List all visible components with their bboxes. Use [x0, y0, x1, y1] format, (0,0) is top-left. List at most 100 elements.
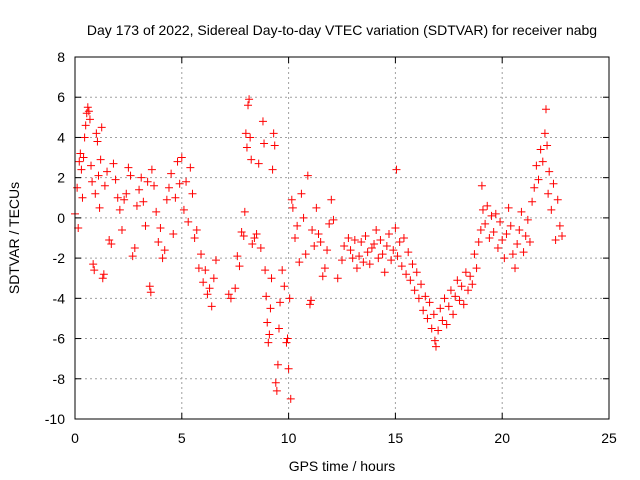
data-point — [82, 109, 91, 118]
x-tick-labels: 0 5 10 15 20 25 — [71, 430, 617, 446]
data-point — [80, 133, 89, 142]
y-tick-label: -8 — [53, 371, 66, 387]
data-point — [226, 294, 235, 303]
data-point — [519, 248, 528, 257]
data-point — [286, 394, 295, 403]
data-point — [541, 105, 550, 114]
data-point — [449, 310, 458, 319]
data-point — [461, 268, 470, 277]
data-point — [329, 215, 338, 224]
data-point — [540, 129, 549, 138]
data-point — [256, 244, 265, 253]
data-point — [169, 229, 178, 238]
data-point — [511, 264, 520, 273]
chart-title: Day 173 of 2022, Sidereal Day-to-day VTE… — [87, 22, 597, 38]
data-point — [244, 101, 253, 110]
x-tick-label: 0 — [71, 430, 79, 446]
data-point — [474, 238, 483, 247]
data-point — [240, 207, 249, 216]
y-tick-label: 8 — [57, 49, 65, 65]
x-tick-label: 15 — [388, 430, 404, 446]
data-point — [154, 238, 163, 247]
data-point — [485, 234, 494, 242]
data-point — [194, 264, 203, 273]
data-point — [188, 189, 197, 198]
y-tick-label: -6 — [53, 331, 66, 347]
data-point — [103, 167, 112, 176]
data-point — [76, 149, 85, 158]
data-point — [99, 270, 108, 279]
x-tick-label: 10 — [281, 430, 297, 446]
data-point — [457, 282, 466, 291]
data-point — [237, 227, 246, 236]
data-point — [113, 193, 122, 202]
data-point — [132, 201, 141, 210]
y-tick-label: 2 — [57, 170, 65, 186]
data-point — [247, 155, 256, 164]
data-point — [268, 165, 277, 174]
data-point — [120, 195, 129, 204]
data-point — [242, 143, 251, 152]
data-point — [124, 163, 133, 172]
data-point — [444, 302, 453, 311]
data-point — [434, 326, 443, 335]
data-point — [376, 236, 385, 245]
data-point — [265, 330, 274, 339]
data-point — [451, 292, 460, 301]
data-points — [71, 95, 567, 403]
data-point — [254, 159, 263, 168]
data-point — [423, 314, 432, 323]
data-point — [544, 189, 553, 198]
data-point — [239, 231, 248, 240]
data-point — [190, 234, 199, 242]
data-point — [338, 256, 346, 265]
data-point — [75, 157, 84, 166]
data-point — [515, 225, 524, 234]
data-point — [164, 183, 173, 192]
data-point — [389, 246, 398, 255]
data-point — [459, 300, 468, 309]
data-point — [97, 123, 106, 132]
data-point — [273, 360, 282, 369]
data-point — [361, 231, 370, 240]
data-point — [476, 225, 485, 234]
data-point — [261, 266, 270, 275]
data-point — [314, 229, 323, 238]
data-point — [270, 141, 279, 150]
data-point — [355, 252, 364, 261]
data-point — [523, 215, 532, 224]
data-point — [455, 296, 464, 305]
data-point — [245, 95, 254, 104]
data-point — [250, 234, 259, 242]
data-point — [487, 211, 496, 220]
data-point — [532, 161, 541, 170]
data-point — [93, 137, 102, 146]
data-point — [408, 260, 417, 269]
data-point — [115, 205, 124, 214]
data-point — [269, 129, 278, 138]
data-point — [175, 179, 184, 188]
x-axis-label: GPS time / hours — [289, 458, 396, 474]
data-point — [489, 227, 498, 236]
data-point — [207, 302, 216, 311]
data-point — [536, 145, 545, 154]
data-point — [404, 248, 413, 257]
data-point — [295, 258, 304, 267]
data-point — [85, 115, 94, 124]
y-tick-label: 4 — [57, 129, 65, 145]
data-point — [513, 240, 522, 249]
data-point — [109, 159, 118, 168]
data-point — [252, 229, 261, 238]
data-point — [350, 236, 359, 245]
data-point — [287, 195, 296, 204]
data-point — [299, 213, 308, 222]
data-point — [89, 260, 98, 269]
data-point — [209, 274, 218, 283]
data-point — [231, 284, 240, 293]
data-point — [81, 121, 90, 130]
data-point — [502, 229, 511, 238]
data-point — [555, 221, 564, 230]
data-point — [73, 183, 82, 192]
